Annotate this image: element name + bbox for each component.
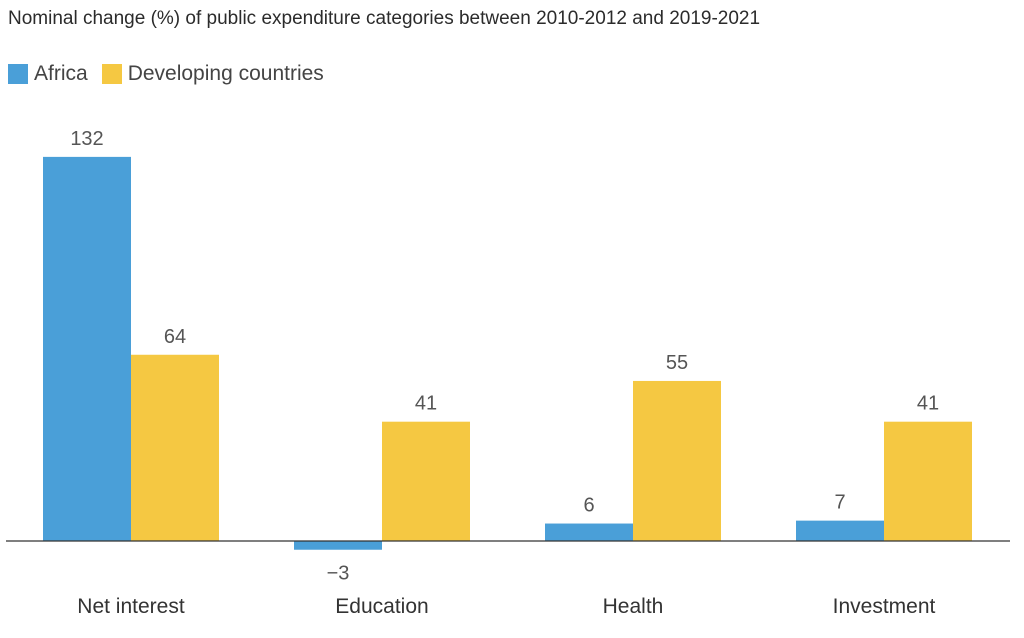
bar-africa-health (545, 523, 633, 541)
data-label: 7 (834, 492, 845, 514)
x-tick-label: Education (335, 595, 428, 618)
legend: Africa Developing countries (8, 62, 338, 86)
bar-developing-countries-investment (884, 421, 972, 541)
x-tick-label: Net interest (77, 595, 185, 618)
bar-developing-countries-net-interest (131, 354, 219, 541)
data-label: 41 (917, 393, 939, 415)
bar-africa-education (294, 541, 382, 550)
bar-africa-net-interest (43, 156, 131, 541)
data-label: 64 (164, 326, 186, 348)
data-label: 132 (70, 128, 103, 150)
data-label: 6 (583, 495, 594, 517)
legend-swatch-africa (8, 64, 28, 84)
data-label: 41 (415, 393, 437, 415)
data-label: 55 (666, 352, 688, 374)
legend-item-africa: Africa (8, 62, 88, 86)
bar-developing-countries-education (382, 421, 470, 541)
legend-swatch-developing-countries (101, 64, 122, 84)
chart-title: Nominal change (%) of public expenditure… (8, 8, 761, 29)
bar-developing-countries-health (633, 380, 721, 541)
x-tick-label: Investment (833, 595, 936, 618)
bar-africa-investment (796, 520, 884, 541)
x-tick-label: Health (603, 595, 664, 618)
legend-label-africa: Africa (34, 62, 88, 85)
legend-item-developing-countries: Developing countries (101, 62, 324, 86)
legend-label-developing-countries: Developing countries (127, 62, 324, 85)
data-label: −3 (327, 563, 350, 585)
